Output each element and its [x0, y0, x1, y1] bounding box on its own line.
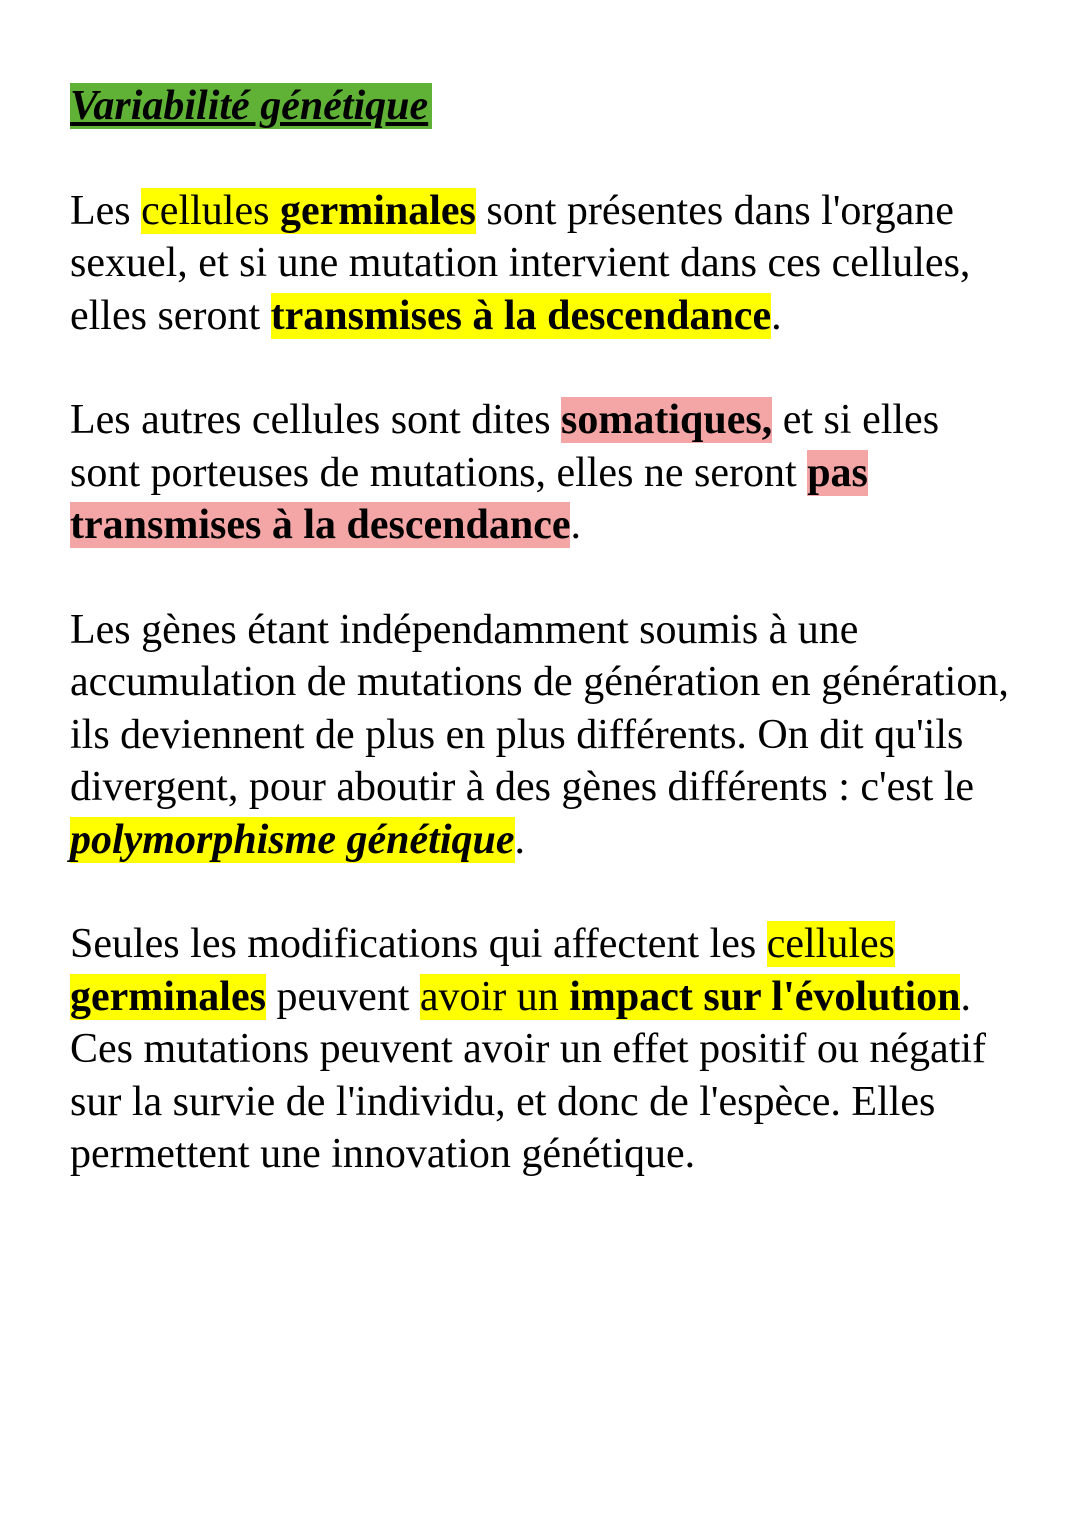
highlight-yellow-bold: transmises à la descendance	[271, 293, 771, 339]
highlight-pink-bold: somatiques,	[561, 397, 772, 443]
highlight-yellow-bold: germinales	[70, 974, 266, 1020]
text-segment: Les	[70, 188, 141, 234]
text-segment: .	[570, 502, 581, 548]
highlight-yellow-bold: germinales	[280, 188, 476, 234]
highlight-yellow-bold-italic: polymorphisme génétique	[70, 817, 515, 863]
text-segment: .	[515, 817, 526, 863]
highlight-yellow-bold: impact sur l'évolution	[569, 974, 960, 1020]
text-segment: peuvent	[266, 974, 420, 1020]
highlight-yellow: cellules	[767, 921, 895, 967]
text-segment: Seules les modifications qui affectent l…	[70, 921, 767, 967]
paragraph-evolution-impact: Seules les modifications qui affectent l…	[70, 918, 1010, 1181]
paragraph-polymorphism: Les gènes étant indépendamment soumis à …	[70, 604, 1010, 867]
highlight-yellow: avoir un	[420, 974, 569, 1020]
document-title: Variabilité génétique	[70, 83, 432, 129]
highlight-yellow: cellules	[141, 188, 280, 234]
document-title-wrapper: Variabilité génétique	[70, 80, 1010, 133]
text-segment: .	[771, 293, 782, 339]
text-segment: Les gènes étant indépendamment soumis à …	[70, 607, 1009, 811]
paragraph-germinal-cells: Les cellules germinales sont présentes d…	[70, 185, 1010, 343]
text-segment: Les autres cellules sont dites	[70, 397, 561, 443]
paragraph-somatic-cells: Les autres cellules sont dites somatique…	[70, 394, 1010, 552]
